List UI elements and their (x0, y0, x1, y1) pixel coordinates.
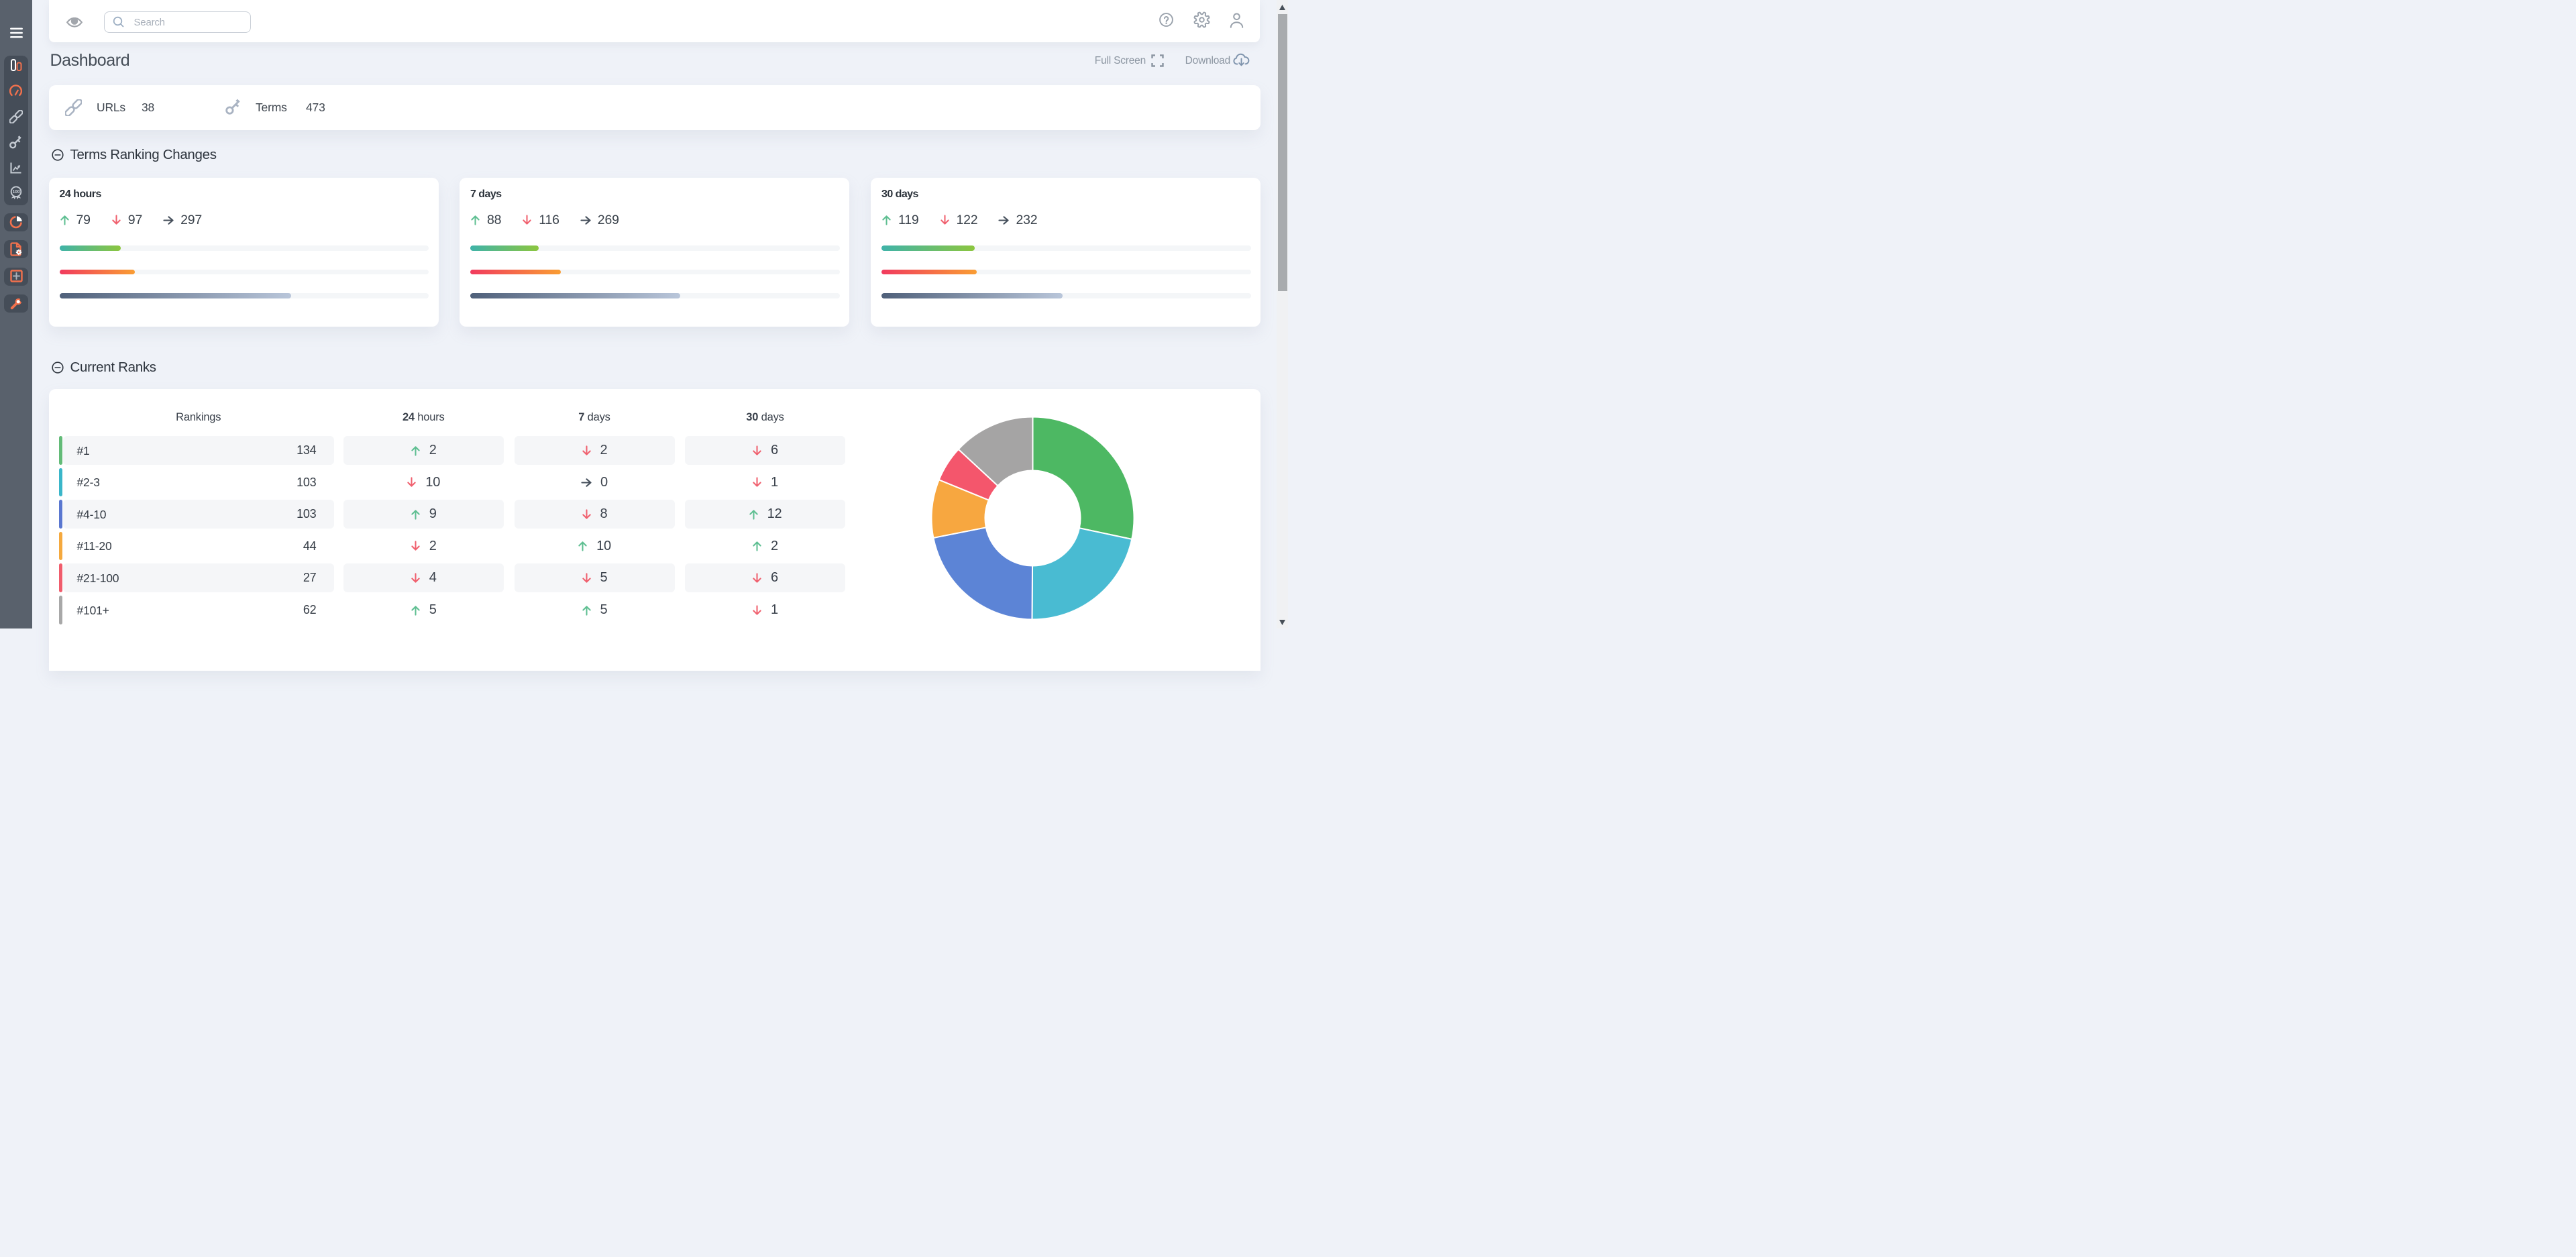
svg-text:100: 100 (12, 190, 19, 195)
